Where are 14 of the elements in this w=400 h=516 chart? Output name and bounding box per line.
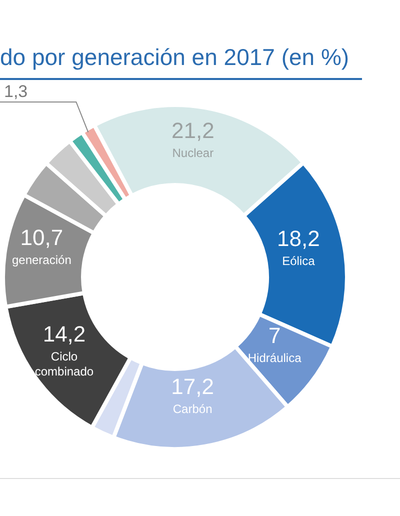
slice-label: generación <box>12 253 72 268</box>
slice-label: Carbón <box>172 402 212 416</box>
slice-label: Ciclo combinado <box>34 350 94 379</box>
slice-label: Eólica <box>282 254 316 268</box>
text: 21,2 <box>172 118 214 144</box>
text: 18,2 <box>277 226 320 251</box>
text: 14,2 <box>42 322 86 347</box>
data-label: 1,3 <box>4 82 28 101</box>
text: 17,2 <box>171 374 214 400</box>
chart-title: do por generación en 2017 (en %) <box>0 44 350 71</box>
text: 7 <box>268 323 281 348</box>
slice-label: Hidráulica <box>248 351 302 366</box>
text: 10,7 <box>20 225 64 250</box>
slice-label: Nuclear <box>172 146 214 160</box>
